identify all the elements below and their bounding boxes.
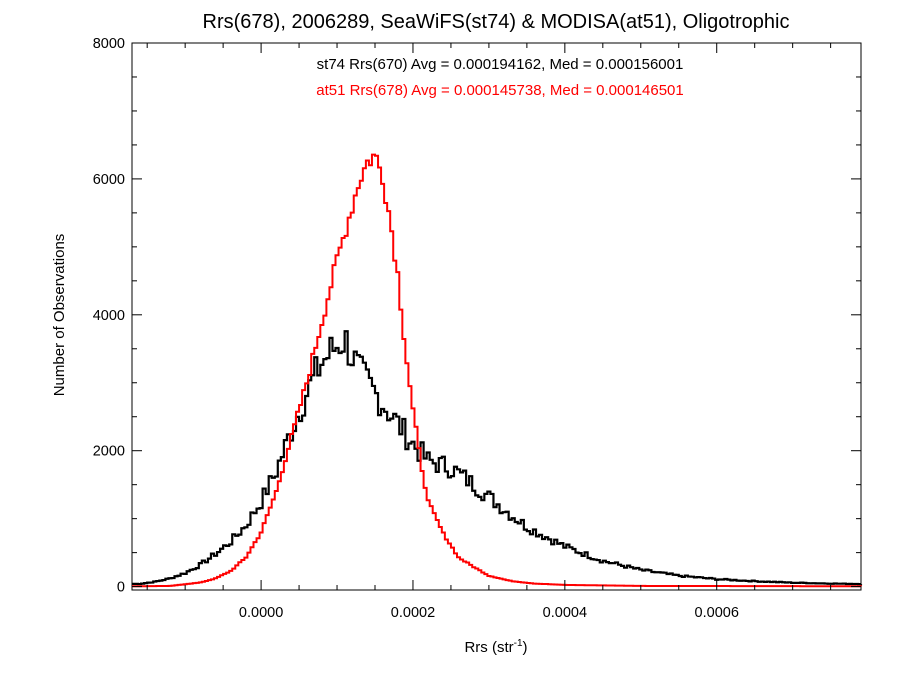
series-st74-line: [132, 330, 863, 586]
x-tick-label: 0.0006: [695, 605, 739, 621]
y-axis-label: Number of Observations: [51, 234, 68, 397]
y-tick-label: 2000: [93, 444, 125, 460]
x-axis-label-main: Rrs (str: [464, 639, 513, 656]
tick-layer: 0 2000 4000 6000 8000 0.0000 0.0002 0.0004 0.000…: [93, 36, 861, 621]
plot-frame: [131, 42, 862, 591]
chart-title: Rrs(678), 2006289, SeaWiFS(st74) & MODIS…: [203, 11, 790, 33]
y-tick-label: 6000: [93, 172, 125, 188]
axes-frame: [131, 42, 862, 591]
y-tick-label: 4000: [93, 308, 125, 324]
x-tick-label: 0.0000: [239, 605, 283, 621]
annotation-at51: at51 Rrs(678) Avg = 0.000145738, Med = 0…: [316, 82, 684, 99]
x-axis-label-sup: -1: [514, 638, 523, 649]
x-tick-label: 0.0002: [391, 605, 435, 621]
x-tick-label: 0.0004: [543, 605, 587, 621]
x-axis-label-close: ): [523, 639, 528, 656]
y-tick-label: 0: [117, 580, 125, 596]
series-layer: [132, 153, 863, 588]
annotation-st74: st74 Rrs(670) Avg = 0.000194162, Med = 0…: [317, 56, 684, 73]
x-axis-label: Rrs (str-1): [464, 638, 527, 656]
series-at51-line: [132, 153, 862, 588]
y-tick-label: 8000: [93, 36, 125, 52]
